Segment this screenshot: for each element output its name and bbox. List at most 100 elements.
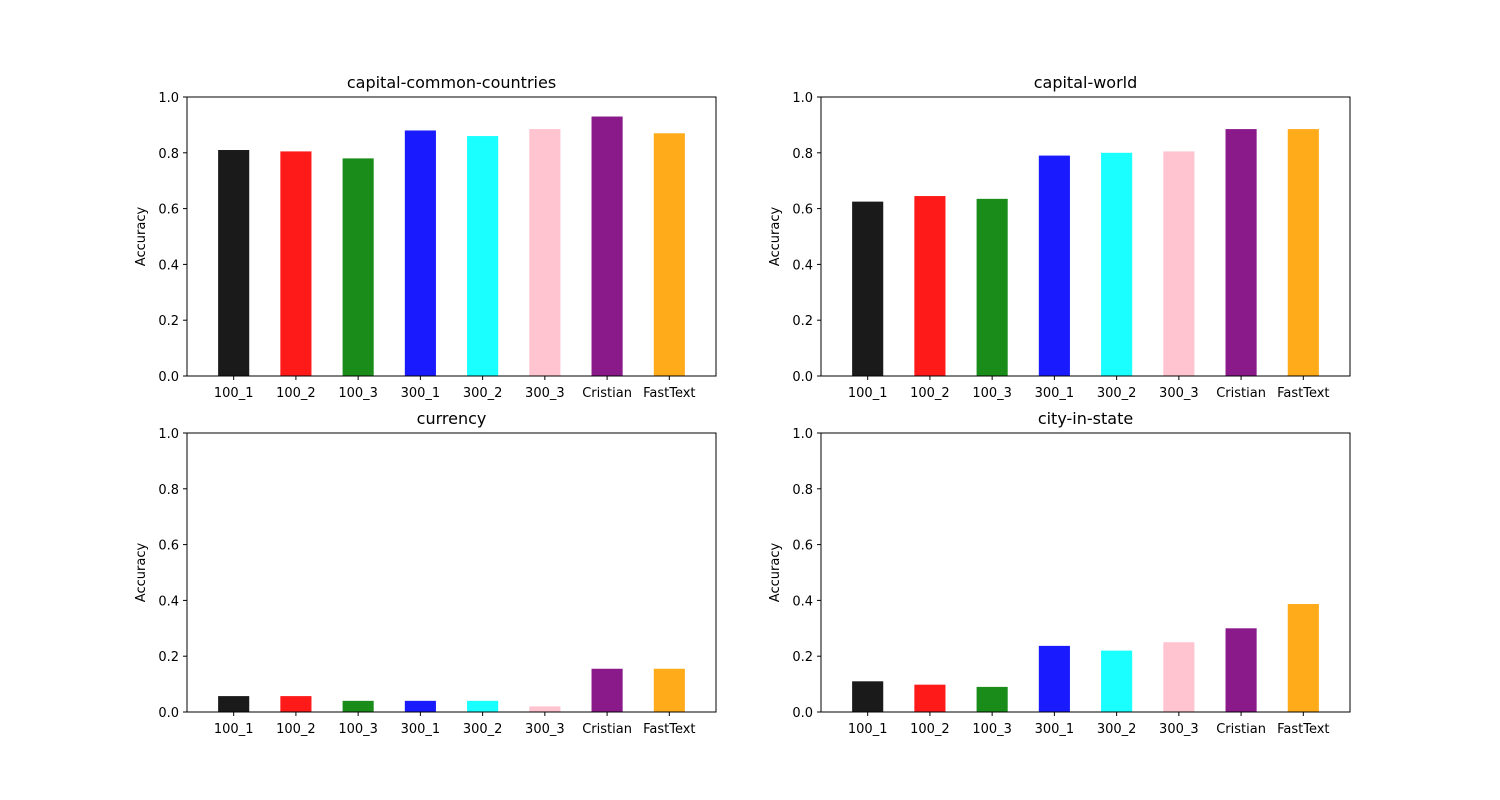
- x-tick-label: Cristian: [1216, 386, 1266, 401]
- y-tick-label: 0.6: [792, 203, 813, 218]
- subplot-capital-world: 100_1 100_2 100_3 300_1 300_2 300_3 Cristian Fa…: [768, 73, 1351, 401]
- x-tick-label: 100_3: [972, 386, 1012, 401]
- x-tick-label: 300_3: [1159, 722, 1199, 737]
- subplot-city-in-state: 100_1 100_2 100_3 300_1 300_2 300_3 Cristian Fa…: [768, 409, 1351, 737]
- bar-300_3: [529, 706, 561, 712]
- bar-300_1: [404, 700, 436, 712]
- bar-100_3: [976, 198, 1008, 376]
- bar-100_2: [914, 684, 946, 712]
- y-tick-label: 0.6: [792, 539, 813, 554]
- y-tick-label: 0.0: [792, 706, 813, 721]
- x-tick-label: Cristian: [582, 722, 632, 737]
- x-tick-label: FastText: [1277, 386, 1329, 401]
- y-axis-label: Accuracy: [134, 207, 149, 267]
- y-tick-label: 0.8: [158, 483, 179, 498]
- bar-100_3: [342, 158, 374, 376]
- bar-300_3: [529, 129, 561, 376]
- bar-100_1: [852, 201, 884, 376]
- x-tick-label: 300_3: [525, 722, 565, 737]
- bar-Cristian: [591, 668, 623, 712]
- y-tick-label: 0.6: [158, 203, 179, 218]
- bar-300_2: [1101, 152, 1133, 376]
- y-tick-label: 0.4: [158, 594, 179, 609]
- y-tick-label: 0.6: [158, 539, 179, 554]
- bar-100_2: [914, 196, 946, 376]
- y-axis-label: Accuracy: [768, 207, 783, 267]
- x-tick-label: 100_3: [338, 386, 378, 401]
- y-tick-label: 0.8: [158, 147, 179, 162]
- y-tick-label: 0.8: [792, 483, 813, 498]
- y-tick-label: 1.0: [158, 91, 179, 106]
- bar-300_2: [467, 136, 499, 376]
- x-tick-label: FastText: [643, 386, 695, 401]
- y-axis-label: Accuracy: [768, 543, 783, 603]
- bar-100_1: [218, 696, 250, 712]
- y-axis-label: Accuracy: [134, 543, 149, 603]
- bar-100_2: [280, 151, 312, 376]
- chart-title: capital-common-countries: [347, 73, 556, 92]
- y-tick-label: 0.0: [158, 706, 179, 721]
- axes-frame: [186, 432, 717, 713]
- subplot-currency: 100_1 100_2 100_3 300_1 300_2 300_3 Cristian Fa…: [134, 409, 717, 737]
- x-tick-label: 300_2: [1097, 386, 1137, 401]
- axes-frame: [820, 96, 1351, 377]
- y-tick-label: 0.8: [792, 147, 813, 162]
- x-tick-label: 300_2: [463, 386, 503, 401]
- x-tick-label: 100_1: [848, 386, 888, 401]
- y-tick-label: 1.0: [792, 91, 813, 106]
- y-tick-label: 1.0: [158, 427, 179, 442]
- x-tick-label: 300_3: [1159, 386, 1199, 401]
- bar-300_2: [467, 700, 499, 712]
- y-tick-label: 0.4: [158, 258, 179, 273]
- bar-FastText: [653, 133, 685, 376]
- x-tick-label: FastText: [643, 722, 695, 737]
- x-tick-label: 100_1: [848, 722, 888, 737]
- x-tick-label: 100_2: [276, 722, 316, 737]
- x-tick-label: 100_1: [214, 722, 254, 737]
- bar-FastText: [1287, 129, 1319, 376]
- bar-Cristian: [1225, 129, 1257, 376]
- axes-frame: [186, 96, 717, 377]
- bar-300_3: [1163, 151, 1195, 376]
- axes-frame: [820, 432, 1351, 713]
- subplot-capital-common-countries: 100_1 100_2 100_3 300_1 300_2 300_3 Cristian Fa…: [134, 73, 717, 401]
- bar-300_1: [1038, 155, 1070, 376]
- x-tick-label: 300_3: [525, 386, 565, 401]
- x-tick-label: FastText: [1277, 722, 1329, 737]
- bar-FastText: [1287, 604, 1319, 712]
- x-tick-label: 300_1: [401, 386, 441, 401]
- chart-title: capital-world: [1034, 73, 1138, 92]
- x-tick-label: 100_2: [276, 386, 316, 401]
- y-tick-label: 0.0: [792, 370, 813, 385]
- x-tick-label: 100_3: [338, 722, 378, 737]
- bar-FastText: [653, 668, 685, 712]
- y-tick-label: 0.4: [792, 594, 813, 609]
- bar-Cristian: [591, 116, 623, 376]
- bar-Cristian: [1225, 628, 1257, 712]
- bar-100_3: [342, 700, 374, 712]
- y-tick-label: 0.0: [158, 370, 179, 385]
- bar-100_2: [280, 696, 312, 712]
- bar-300_1: [1038, 645, 1070, 712]
- y-tick-label: 0.2: [792, 314, 813, 329]
- x-tick-label: 300_1: [1035, 722, 1075, 737]
- chart-title: city-in-state: [1038, 409, 1133, 428]
- bar-300_3: [1163, 642, 1195, 712]
- bar-300_1: [404, 130, 436, 376]
- y-tick-label: 0.4: [792, 258, 813, 273]
- x-tick-label: 300_2: [463, 722, 503, 737]
- y-tick-label: 0.2: [158, 314, 179, 329]
- x-tick-label: 100_2: [910, 722, 950, 737]
- y-tick-label: 0.2: [792, 650, 813, 665]
- chart-title: currency: [417, 409, 487, 428]
- bar-300_2: [1101, 650, 1133, 712]
- x-tick-label: Cristian: [1216, 722, 1266, 737]
- x-tick-label: 100_1: [214, 386, 254, 401]
- bar-100_1: [852, 681, 884, 712]
- bar-100_3: [976, 686, 1008, 712]
- y-tick-label: 0.2: [158, 650, 179, 665]
- x-tick-label: Cristian: [582, 386, 632, 401]
- x-tick-label: 100_3: [972, 722, 1012, 737]
- x-tick-label: 300_2: [1097, 722, 1137, 737]
